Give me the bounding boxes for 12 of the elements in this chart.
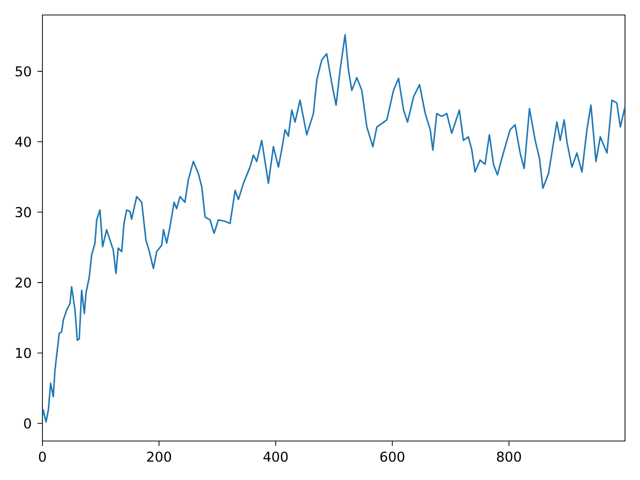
y-tick-label: 0 (24, 418, 31, 428)
y-tick-label: 30 (16, 207, 31, 218)
y-tick-label: 10 (16, 348, 31, 358)
x-tick-label: 200 (147, 452, 172, 462)
x-tick-label: 0 (39, 452, 46, 462)
x-tick-label: 600 (380, 452, 404, 462)
line-series (42, 34, 625, 423)
y-tick-label: 20 (16, 277, 31, 288)
y-tick-label: 50 (16, 66, 31, 76)
x-tick-label: 400 (263, 452, 288, 462)
y-tick-label: 40 (15, 136, 31, 147)
x-tick-label: 800 (496, 452, 521, 462)
